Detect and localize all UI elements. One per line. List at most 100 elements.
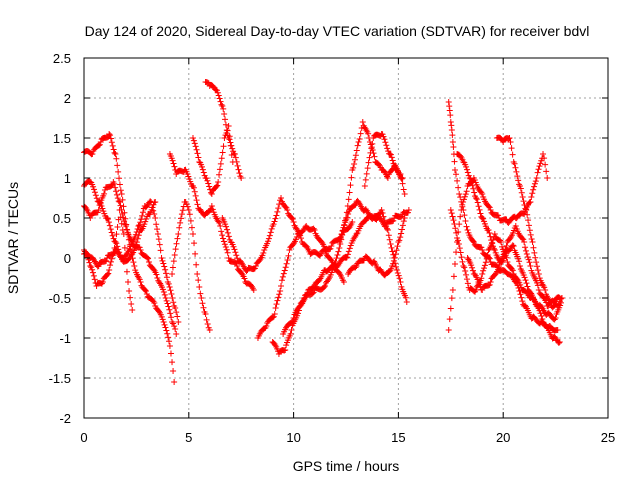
data-point (221, 135, 228, 141)
data-point (204, 177, 211, 184)
data-point (381, 168, 388, 175)
data-point (232, 249, 239, 256)
data-point (384, 145, 391, 152)
data-point (460, 198, 467, 205)
data-point (222, 121, 229, 128)
data-point (123, 268, 130, 275)
data-point (454, 177, 461, 184)
series-satellite-track-h (202, 79, 245, 181)
data-point (393, 247, 400, 254)
data-point (392, 251, 399, 258)
data-point (105, 219, 112, 226)
data-point (268, 225, 275, 232)
data-point (224, 127, 231, 134)
data-point (219, 103, 226, 109)
data-point (123, 251, 130, 258)
data-point (362, 125, 369, 132)
data-point (464, 169, 471, 176)
data-point (485, 282, 492, 289)
data-point (103, 257, 110, 264)
data-point (137, 219, 144, 226)
data-point (217, 223, 224, 229)
data-point (108, 229, 115, 236)
data-point (309, 290, 316, 297)
data-point (449, 213, 456, 220)
data-point (136, 222, 143, 229)
data-point (170, 160, 177, 167)
data-point (281, 267, 288, 274)
data-point (449, 287, 456, 293)
data-point (177, 219, 184, 226)
data-point (236, 170, 243, 177)
data-point (310, 289, 317, 296)
data-point (337, 235, 344, 242)
data-point (544, 175, 551, 181)
data-point (456, 245, 463, 252)
data-point (164, 330, 171, 337)
data-point (320, 285, 327, 292)
data-point (195, 277, 202, 284)
data-point (119, 226, 126, 233)
data-point (278, 277, 285, 284)
data-point (495, 212, 502, 219)
data-point (186, 176, 193, 183)
data-point (388, 244, 395, 251)
data-point (340, 224, 347, 231)
data-point (315, 252, 322, 259)
data-point (192, 143, 199, 150)
y-tick-label: 1.5 (53, 131, 71, 146)
data-point (453, 171, 460, 178)
data-point (366, 154, 373, 161)
data-point (142, 287, 149, 294)
data-point (469, 267, 476, 274)
data-point (139, 209, 146, 216)
data-point (525, 217, 532, 224)
data-point (362, 206, 369, 213)
data-point (278, 283, 285, 289)
data-point (131, 263, 138, 269)
data-point (383, 142, 390, 149)
data-point (380, 133, 387, 140)
data-point (361, 183, 368, 189)
data-point (243, 268, 250, 275)
data-point (92, 192, 99, 199)
data-point (390, 160, 397, 167)
data-point (505, 135, 512, 142)
data-point (532, 178, 539, 185)
data-point (173, 309, 180, 316)
data-point (195, 154, 202, 161)
data-point (463, 271, 470, 278)
data-point (469, 264, 476, 271)
data-point (328, 269, 335, 276)
data-point (149, 204, 156, 211)
data-point (86, 259, 93, 266)
data-point (90, 183, 97, 190)
data-point (445, 327, 452, 333)
data-point (102, 258, 109, 265)
data-point (118, 220, 125, 227)
data-point (336, 239, 343, 245)
data-point (333, 255, 340, 262)
data-point (162, 295, 169, 301)
data-point (105, 270, 112, 277)
data-point (154, 275, 161, 281)
data-point (345, 196, 352, 203)
data-point (526, 259, 533, 266)
data-point (468, 178, 475, 185)
data-point (353, 147, 360, 154)
data-point (89, 266, 96, 273)
data-point (228, 151, 235, 158)
data-point (174, 235, 181, 242)
y-tick-label: -1.5 (49, 371, 71, 386)
data-point (535, 287, 542, 293)
data-point (134, 235, 141, 242)
data-point (521, 202, 528, 209)
data-point (354, 142, 361, 149)
data-point (519, 235, 526, 242)
axis-ticks: 0 5 10 15 20 25 -2 -1.5 -1 -0.5 0 0.5 1 1.5 2 2.5 (49, 51, 616, 445)
data-point (396, 275, 403, 282)
data-point (537, 160, 544, 167)
data-point (116, 207, 123, 213)
data-point (367, 149, 374, 156)
data-point (528, 236, 535, 243)
